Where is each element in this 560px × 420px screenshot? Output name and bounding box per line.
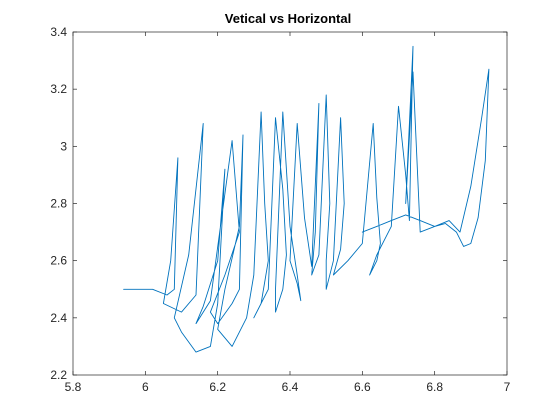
y-tick-label: 2.4 bbox=[50, 311, 67, 325]
x-tick-label: 6.4 bbox=[282, 380, 299, 394]
x-tick-label: 6 bbox=[142, 380, 149, 394]
y-tick-label: 2.2 bbox=[50, 368, 67, 382]
x-tick-label: 6.8 bbox=[426, 380, 443, 394]
y-tick-label: 3 bbox=[60, 139, 67, 153]
y-tick-label: 3.4 bbox=[50, 25, 67, 39]
x-tick-label: 5.8 bbox=[65, 380, 82, 394]
plot-area bbox=[73, 32, 507, 375]
y-tick-label: 2.8 bbox=[50, 197, 67, 211]
x-tick-label: 6.6 bbox=[354, 380, 371, 394]
x-tick-label: 7 bbox=[504, 380, 511, 394]
chart-title: Vetical vs Horizontal bbox=[225, 11, 351, 26]
y-tick-label: 3.2 bbox=[50, 82, 67, 96]
y-tick-label: 2.6 bbox=[50, 254, 67, 268]
x-tick-label: 6.2 bbox=[209, 380, 226, 394]
